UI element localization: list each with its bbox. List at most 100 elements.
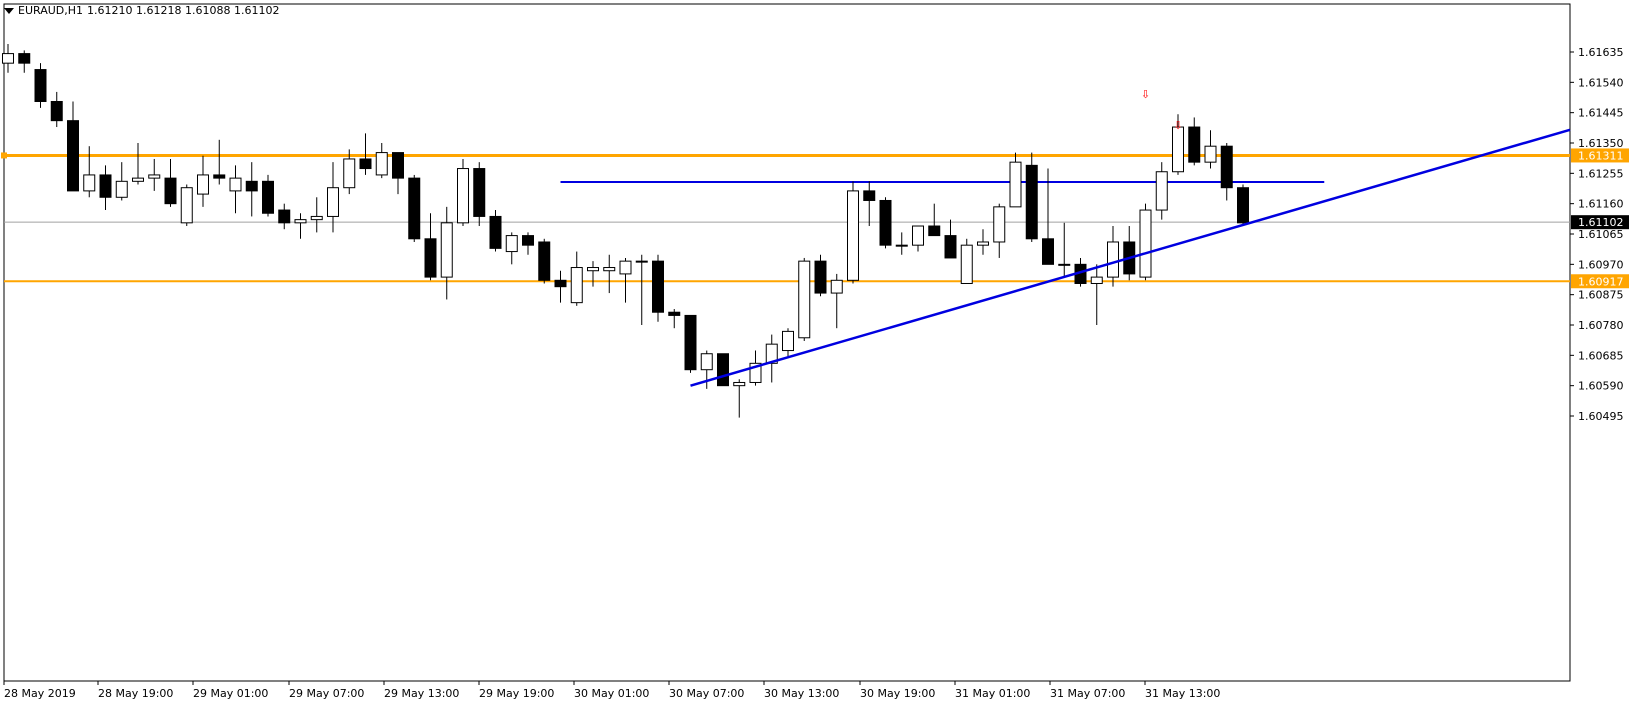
candle[interactable] xyxy=(1172,114,1184,175)
candle[interactable] xyxy=(180,184,193,227)
candle[interactable] xyxy=(782,328,794,357)
candle[interactable] xyxy=(977,229,989,255)
candle[interactable] xyxy=(34,63,47,108)
candle[interactable] xyxy=(619,257,632,303)
candle[interactable] xyxy=(424,213,437,281)
candle-body-bull xyxy=(148,174,161,179)
candle[interactable] xyxy=(554,270,567,303)
candle[interactable] xyxy=(375,143,388,179)
candle-body-bull xyxy=(700,353,713,371)
candle[interactable] xyxy=(700,350,713,389)
candle-body-bull xyxy=(115,180,128,198)
candle[interactable] xyxy=(1155,162,1168,220)
candle[interactable] xyxy=(522,232,534,255)
candle[interactable] xyxy=(635,254,648,325)
candle[interactable] xyxy=(457,158,469,227)
candle[interactable] xyxy=(327,162,339,233)
down-arrow-icon[interactable]: ⇩ xyxy=(1173,119,1182,132)
candle[interactable] xyxy=(733,379,746,418)
candle[interactable] xyxy=(132,143,144,185)
candle[interactable] xyxy=(197,155,209,207)
candle[interactable] xyxy=(213,139,226,185)
candle[interactable] xyxy=(99,165,112,211)
candle[interactable] xyxy=(603,254,616,294)
candle[interactable] xyxy=(960,238,973,284)
candle[interactable] xyxy=(148,158,161,191)
candle[interactable] xyxy=(83,146,96,198)
candle[interactable] xyxy=(1237,184,1249,227)
candle[interactable] xyxy=(863,181,876,227)
candle[interactable] xyxy=(67,101,79,192)
candle[interactable] xyxy=(229,165,242,214)
candle[interactable] xyxy=(262,174,274,217)
candle[interactable] xyxy=(18,50,31,73)
candle-body-bear xyxy=(1025,164,1038,240)
bid-price-label-box xyxy=(1571,215,1629,230)
candle[interactable] xyxy=(1139,203,1152,281)
candle-body-bear xyxy=(164,177,177,205)
candle[interactable] xyxy=(830,273,843,329)
candle[interactable] xyxy=(1123,226,1136,281)
dropdown-triangle-icon[interactable] xyxy=(4,7,14,14)
candle[interactable] xyxy=(944,219,957,259)
candle[interactable] xyxy=(1107,226,1119,287)
candle[interactable] xyxy=(164,158,177,207)
candle[interactable] xyxy=(668,309,681,329)
candle[interactable] xyxy=(928,203,941,237)
candle[interactable] xyxy=(473,162,486,227)
candle[interactable] xyxy=(1220,143,1233,201)
level-price-label: 1.61311 xyxy=(1578,149,1624,162)
ascending-trendline[interactable] xyxy=(690,128,1571,387)
candle[interactable] xyxy=(343,149,356,195)
candle[interactable] xyxy=(2,44,14,73)
candle[interactable] xyxy=(765,334,778,383)
y-tick-label: 1.61350 xyxy=(1578,137,1624,150)
candle[interactable] xyxy=(245,162,258,217)
candle[interactable] xyxy=(115,162,128,201)
candle[interactable] xyxy=(879,197,892,249)
candle[interactable] xyxy=(359,133,372,175)
candle[interactable] xyxy=(912,225,924,252)
candle[interactable] xyxy=(294,213,307,239)
candle[interactable] xyxy=(847,181,859,284)
down-arrow-icon[interactable]: ⇩ xyxy=(1141,88,1150,101)
candle[interactable] xyxy=(1188,117,1201,166)
candle-body-bull xyxy=(847,190,859,281)
y-tick-label: 1.60685 xyxy=(1578,349,1624,362)
candle-body-bull xyxy=(327,187,339,217)
candle[interactable] xyxy=(278,203,291,230)
candle[interactable] xyxy=(798,257,811,341)
candle[interactable] xyxy=(505,232,518,265)
candle[interactable] xyxy=(1204,130,1217,169)
candle[interactable] xyxy=(50,91,63,128)
candle[interactable] xyxy=(538,238,551,284)
candle[interactable] xyxy=(993,203,1006,258)
candle[interactable] xyxy=(440,206,453,300)
candle-body-bull xyxy=(635,260,648,263)
candle[interactable] xyxy=(392,152,404,195)
candle-body-bear xyxy=(538,241,551,281)
candle[interactable] xyxy=(749,350,762,386)
candle[interactable] xyxy=(1009,152,1022,208)
candle[interactable] xyxy=(1042,168,1054,265)
candle[interactable] xyxy=(1058,222,1071,278)
resistance-anchor-marker[interactable] xyxy=(1,152,7,159)
candle-body-bear xyxy=(408,177,421,240)
candle[interactable] xyxy=(570,251,583,306)
candle[interactable] xyxy=(652,254,664,322)
level-price-label: 1.60917 xyxy=(1578,275,1624,288)
candle-body-bear xyxy=(717,353,729,387)
x-tick-label: 31 May 01:00 xyxy=(955,687,1030,700)
candle[interactable] xyxy=(587,261,599,287)
candle-body-bear xyxy=(879,199,892,246)
candle[interactable] xyxy=(717,353,729,387)
candle[interactable] xyxy=(489,210,502,252)
candle[interactable] xyxy=(1025,152,1038,242)
candle[interactable] xyxy=(408,174,421,242)
candle[interactable] xyxy=(895,232,908,255)
candle[interactable] xyxy=(814,254,827,297)
candle[interactable] xyxy=(1090,264,1103,325)
candle[interactable] xyxy=(310,197,323,233)
candle[interactable] xyxy=(684,314,697,373)
